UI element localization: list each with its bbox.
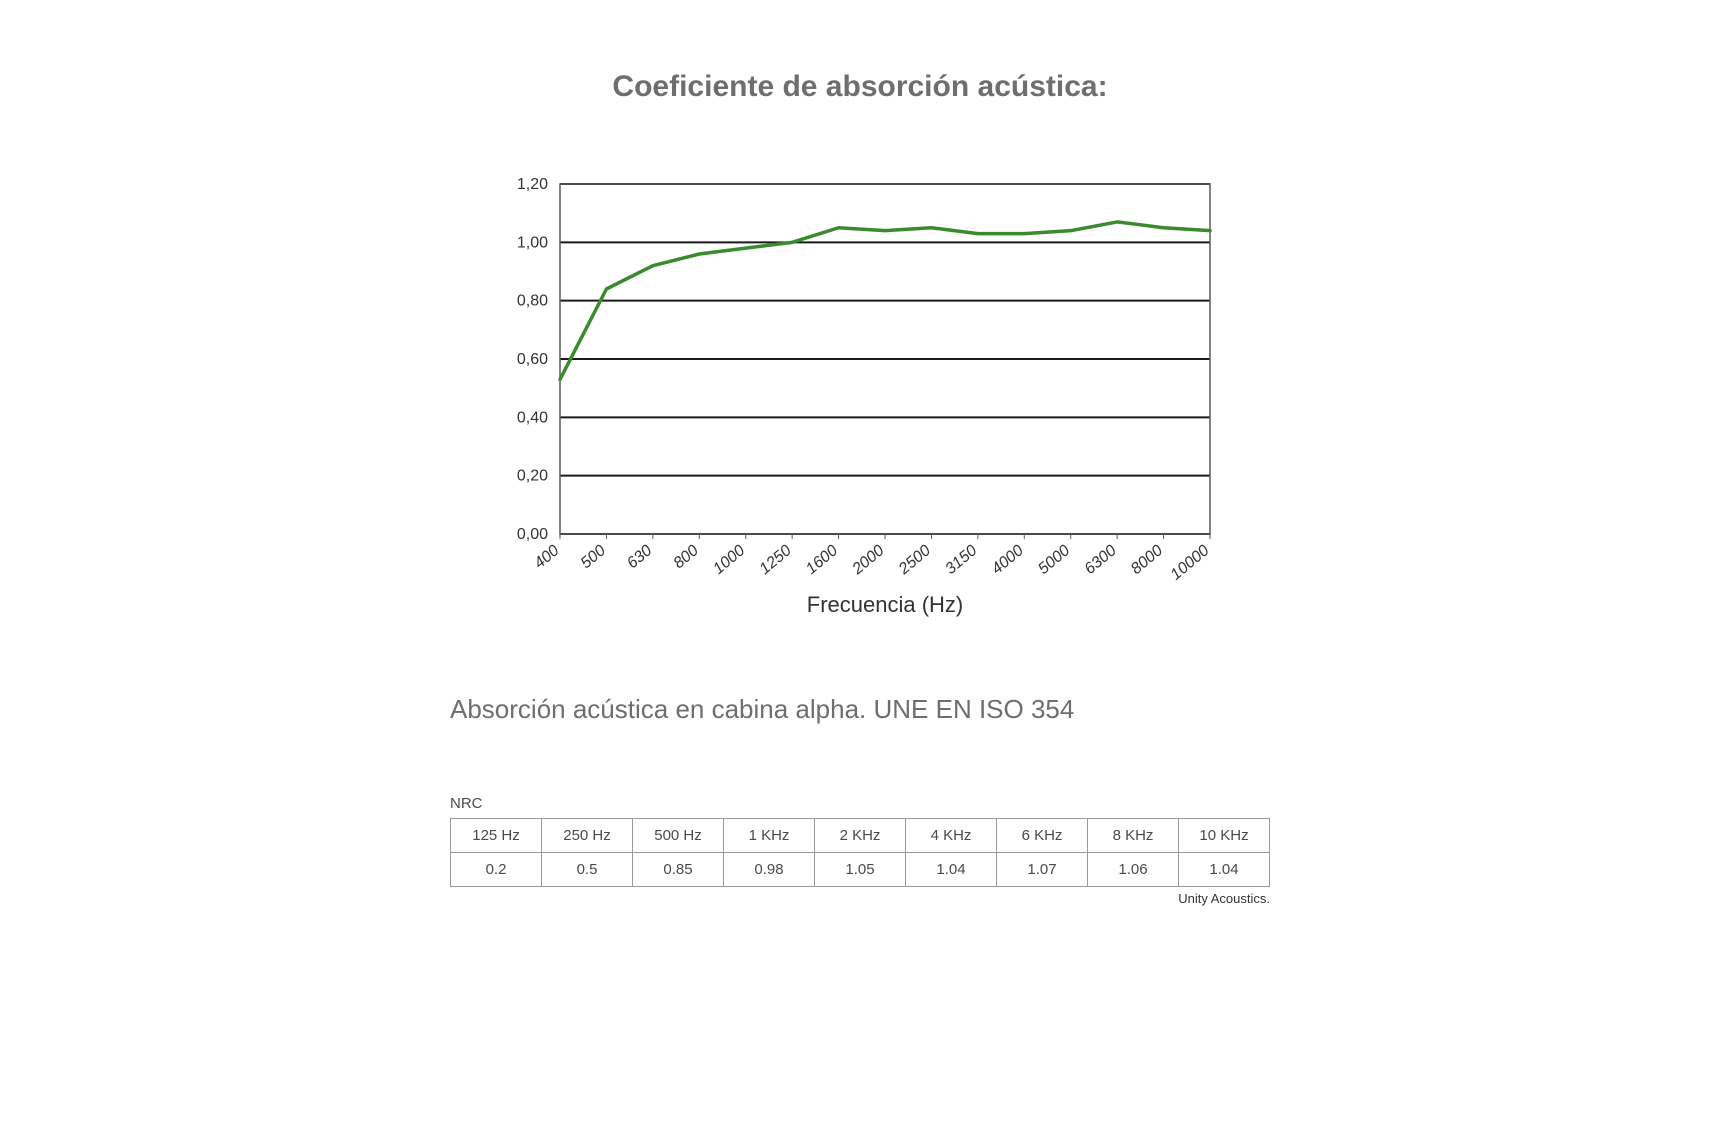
x-tick-label: 5000 (1035, 542, 1073, 578)
x-tick-label: 3150 (942, 542, 980, 578)
table-cell: 1.07 (997, 853, 1088, 887)
table-header-cell: 500 Hz (633, 819, 724, 853)
table-cell: 0.98 (724, 853, 815, 887)
x-tick-label: 8000 (1128, 542, 1166, 578)
x-tick-label: 800 (670, 542, 701, 572)
table-header-cell: 10 KHz (1179, 819, 1270, 853)
table-header-cell: 6 KHz (997, 819, 1088, 853)
table-header-cell: 4 KHz (906, 819, 997, 853)
table-header-cell: 2 KHz (815, 819, 906, 853)
nrc-table-section: NRC 125 Hz250 Hz500 Hz1 KHz2 KHz4 KHz6 K… (450, 795, 1270, 906)
table-cell: 0.2 (451, 853, 542, 887)
table-cell: 1.06 (1088, 853, 1179, 887)
y-tick-label: 0,20 (517, 468, 548, 485)
table-credit: Unity Acoustics. (450, 891, 1270, 906)
chart-subtitle: Absorción acústica en cabina alpha. UNE … (450, 694, 1270, 725)
table-cell: 0.5 (542, 853, 633, 887)
table-header-cell: 8 KHz (1088, 819, 1179, 853)
y-tick-label: 0,40 (517, 409, 548, 426)
x-tick-label: 400 (531, 542, 562, 572)
table-header-cell: 1 KHz (724, 819, 815, 853)
y-tick-label: 0,80 (517, 293, 548, 310)
x-tick-label: 2500 (895, 542, 934, 579)
x-tick-label: 1000 (710, 542, 748, 578)
x-tick-label: 4000 (989, 542, 1027, 578)
nrc-table-label: NRC (450, 795, 1270, 812)
x-tick-label: 1600 (803, 542, 841, 578)
absorption-chart: 0,00 0,20 0,40 0,60 0,80 1,00 1,20 400 500 630 800… (470, 164, 1250, 634)
y-tick-label: 1,00 (517, 234, 548, 251)
table-header-row: 125 Hz250 Hz500 Hz1 KHz2 KHz4 KHz6 KHz8 … (451, 819, 1270, 853)
x-tick-label: 630 (624, 542, 655, 572)
x-tick-label: 10000 (1168, 542, 1213, 584)
x-tick-label: 500 (578, 542, 609, 572)
x-tick-label: 6300 (1082, 542, 1120, 578)
table-cell: 0.85 (633, 853, 724, 887)
y-tick-label: 0,60 (517, 351, 548, 368)
table-cell: 1.05 (815, 853, 906, 887)
chart-container: 0,00 0,20 0,40 0,60 0,80 1,00 1,20 400 500 630 800… (470, 164, 1250, 634)
x-tick-label: 1250 (757, 542, 795, 578)
page-root: Coeficiente de absorción acústica: 0,000… (0, 0, 1720, 1126)
table-cell: 1.04 (1179, 853, 1270, 887)
x-axis-label: Frecuencia (Hz) (807, 592, 963, 617)
y-tick-label: 1,20 (517, 176, 548, 193)
table-header-cell: 125 Hz (451, 819, 542, 853)
table-header-cell: 250 Hz (542, 819, 633, 853)
table-row: 0.20.50.850.981.051.041.071.061.04 (451, 853, 1270, 887)
page-title: Coeficiente de absorción acústica: (0, 70, 1720, 104)
y-tick-label: 0,00 (517, 526, 548, 543)
nrc-table: 125 Hz250 Hz500 Hz1 KHz2 KHz4 KHz6 KHz8 … (450, 818, 1270, 887)
table-cell: 1.04 (906, 853, 997, 887)
x-tick-label: 2000 (849, 542, 888, 579)
